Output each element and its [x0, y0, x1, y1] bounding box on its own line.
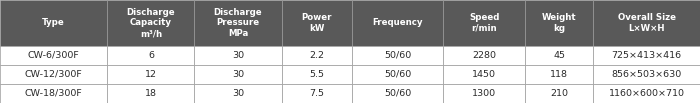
Bar [0, 46, 107, 65]
Bar [443, 65, 525, 84]
Text: Speed
r/min: Speed r/min [469, 13, 499, 33]
Text: Discharge
Capacity
m³/h: Discharge Capacity m³/h [127, 8, 175, 38]
Text: CW-18/300F: CW-18/300F [25, 89, 83, 98]
Text: 12: 12 [145, 70, 157, 79]
Bar [594, 46, 700, 65]
Text: 210: 210 [550, 89, 568, 98]
Bar [107, 46, 195, 65]
Bar [525, 46, 594, 65]
Text: 2.2: 2.2 [309, 51, 324, 60]
Text: 30: 30 [232, 51, 244, 60]
Bar [443, 46, 525, 65]
Bar [195, 84, 281, 103]
Text: Discharge
Pressure
MPa: Discharge Pressure MPa [214, 8, 262, 38]
Text: Frequency: Frequency [372, 18, 423, 27]
Text: 30: 30 [232, 89, 244, 98]
Bar [351, 0, 443, 46]
Bar [107, 0, 195, 46]
Bar [525, 0, 594, 46]
Bar [594, 65, 700, 84]
Text: Overall Size
L×W×H: Overall Size L×W×H [617, 13, 676, 33]
Text: 725×413×416: 725×413×416 [612, 51, 682, 60]
Text: 5.5: 5.5 [309, 70, 324, 79]
Bar [525, 65, 594, 84]
Bar [281, 46, 351, 65]
Text: Power
kW: Power kW [301, 13, 332, 33]
Text: 1160×600×710: 1160×600×710 [609, 89, 685, 98]
Bar [594, 0, 700, 46]
Bar [107, 84, 195, 103]
Text: CW-12/300F: CW-12/300F [25, 70, 83, 79]
Bar [195, 65, 281, 84]
Text: 856×503×630: 856×503×630 [612, 70, 682, 79]
Bar [351, 46, 443, 65]
Bar [443, 0, 525, 46]
Text: 18: 18 [145, 89, 157, 98]
Bar [594, 84, 700, 103]
Text: Type: Type [42, 18, 65, 27]
Bar [195, 46, 281, 65]
Bar [0, 84, 107, 103]
Bar [351, 65, 443, 84]
Bar [443, 84, 525, 103]
Text: 7.5: 7.5 [309, 89, 324, 98]
Text: 30: 30 [232, 70, 244, 79]
Text: CW-6/300F: CW-6/300F [28, 51, 80, 60]
Text: 1450: 1450 [473, 70, 496, 79]
Bar [107, 65, 195, 84]
Text: 2280: 2280 [473, 51, 496, 60]
Text: 6: 6 [148, 51, 154, 60]
Bar [281, 84, 351, 103]
Text: 50/60: 50/60 [384, 70, 411, 79]
Bar [0, 65, 107, 84]
Text: 118: 118 [550, 70, 568, 79]
Bar [525, 84, 594, 103]
Bar [351, 84, 443, 103]
Bar [0, 0, 107, 46]
Text: Weight
kg: Weight kg [542, 13, 577, 33]
Bar [281, 65, 351, 84]
Text: 1300: 1300 [472, 89, 496, 98]
Text: 45: 45 [553, 51, 565, 60]
Bar [195, 0, 281, 46]
Text: 50/60: 50/60 [384, 51, 411, 60]
Bar [281, 0, 351, 46]
Text: 50/60: 50/60 [384, 89, 411, 98]
